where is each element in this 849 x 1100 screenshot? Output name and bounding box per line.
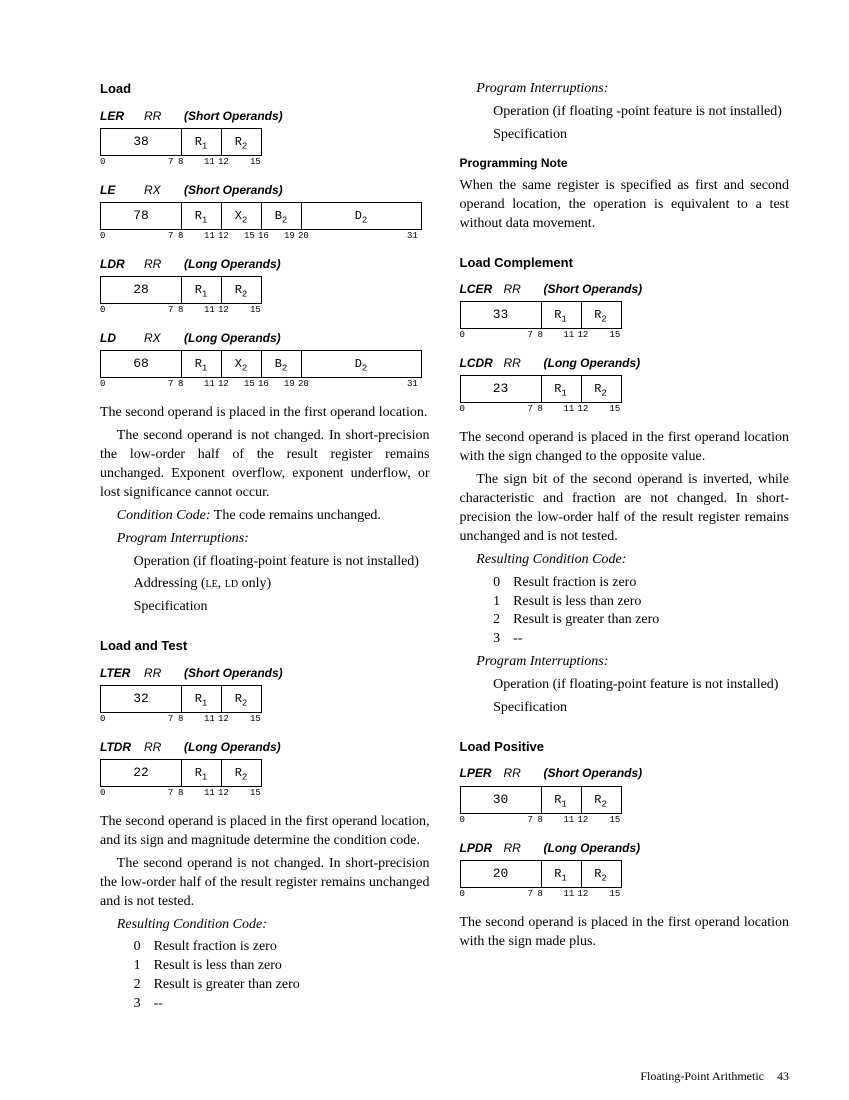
load-p2: The second operand is not changed. In sh… xyxy=(100,427,430,503)
lc-pi2: Specification xyxy=(493,699,789,718)
lc-p1: The second operand is placed in the firs… xyxy=(460,429,790,467)
ldr-mnem: LDR xyxy=(100,256,144,272)
le-row: LE RX (Short Operands) xyxy=(100,182,430,198)
load-pi2: Addressing (le, ld only) xyxy=(134,575,430,594)
le-opcode: 78 xyxy=(101,203,182,229)
ler-row: LER RR (Short Operands) xyxy=(100,108,430,124)
lter-row: LTER RR (Short Operands) xyxy=(100,665,430,681)
right-column: Program Interruptions: Operation (if flo… xyxy=(460,80,790,1018)
load-pi-label: Program Interruptions: xyxy=(100,530,430,549)
lper-row: LPER RR (Short Operands) xyxy=(460,765,790,781)
ler-fmt: RR xyxy=(144,108,184,124)
ler-diagram: 38 R1 R2 0 7 8 11 12 15 xyxy=(100,128,430,168)
ler-r2: R2 xyxy=(221,129,261,155)
ltdr-row: LTDR RR (Long Operands) xyxy=(100,739,430,755)
ldr-diagram: 28 R1 R2 07 811 1215 xyxy=(100,276,430,316)
load-heading: Load xyxy=(100,80,430,98)
lc-p2: The sign bit of the second operand is in… xyxy=(460,471,790,547)
prognote-heading: Programming Note xyxy=(460,155,790,171)
lc-heading: Load Complement xyxy=(460,254,790,272)
ld-fmt: RX xyxy=(144,330,184,346)
prognote-text: When the same register is specified as f… xyxy=(460,177,790,234)
ler-r1: R1 xyxy=(181,129,222,155)
ld-mnem: LD xyxy=(100,330,144,346)
lcdr-row: LCDR RR (Long Operands) xyxy=(460,355,790,371)
le-d2: D2 xyxy=(301,203,421,229)
lat-heading: Load and Test xyxy=(100,637,430,655)
pi-cont-2: Specification xyxy=(493,126,789,145)
le-x2: X2 xyxy=(221,203,262,229)
le-b2: B2 xyxy=(261,203,302,229)
lat-p2: The second operand is not changed. In sh… xyxy=(100,855,430,912)
le-diagram: 78 R1 X2 B2 D2 0 7 8 11 12 15 16 19 20 3… xyxy=(100,202,430,242)
lper-diagram: 30 R1 R2 07 811 1215 xyxy=(460,786,790,826)
lcer-row: LCER RR (Short Operands) xyxy=(460,281,790,297)
footer-label: Floating-Point Arithmetic xyxy=(640,1069,764,1083)
pi-cont-1: Operation (if floating -point feature is… xyxy=(493,103,789,122)
lc-pi-label: Program Interruptions: xyxy=(460,653,790,672)
load-p1: The second operand is placed in the firs… xyxy=(100,404,430,423)
le-bits: 0 7 8 11 12 15 16 19 20 31 xyxy=(100,230,423,242)
le-oper: (Short Operands) xyxy=(184,182,283,198)
lter-diagram: 32 R1 R2 07 811 1215 xyxy=(100,685,430,725)
lat-p1: The second operand is placed in the firs… xyxy=(100,813,430,851)
left-column: Load LER RR (Short Operands) 38 R1 R2 0 … xyxy=(100,80,430,1018)
lpdr-row: LPDR RR (Long Operands) xyxy=(460,840,790,856)
le-mnem: LE xyxy=(100,182,144,198)
ldr-row: LDR RR (Long Operands) xyxy=(100,256,430,272)
lp-p1: The second operand is placed in the firs… xyxy=(460,914,790,952)
le-r1: R1 xyxy=(181,203,222,229)
ldr-oper: (Long Operands) xyxy=(184,256,281,272)
ldr-fmt: RR xyxy=(144,256,184,272)
lpdr-diagram: 20 R1 R2 07 811 1215 xyxy=(460,860,790,900)
pi-cont-label: Program Interruptions: xyxy=(460,80,790,99)
le-fmt: RX xyxy=(144,182,184,198)
ld-row: LD RX (Long Operands) xyxy=(100,330,430,346)
lcer-diagram: 33 R1 R2 07 811 1215 xyxy=(460,301,790,341)
lc-cclist: 0Result fraction is zero 1Result is less… xyxy=(460,574,790,650)
lc-pi1: Operation (if floating-point feature is … xyxy=(493,676,789,695)
lcdr-diagram: 23 R1 R2 07 811 1215 xyxy=(460,375,790,415)
ler-mnem: LER xyxy=(100,108,144,124)
load-pi3: Specification xyxy=(134,598,430,617)
ler-oper: (Short Operands) xyxy=(184,108,283,124)
lp-heading: Load Positive xyxy=(460,738,790,756)
ld-oper: (Long Operands) xyxy=(184,330,281,346)
ltdr-diagram: 22 R1 R2 07 811 1215 xyxy=(100,759,430,799)
ld-opcode: 68 xyxy=(101,351,182,377)
lat-rcc: Resulting Condition Code: xyxy=(100,916,430,935)
page-footer: Floating-Point Arithmetic 43 xyxy=(0,1058,849,1084)
load-cc: Condition Code: The code remains unchang… xyxy=(100,507,430,526)
lc-rcc: Resulting Condition Code: xyxy=(460,551,790,570)
ld-diagram: 68 R1 X2 B2 D2 07 811 1215 1619 2031 xyxy=(100,350,430,390)
footer-page: 43 xyxy=(777,1069,789,1083)
ler-opcode: 38 xyxy=(101,129,182,155)
load-pi1: Operation (if floating-point feature is … xyxy=(134,553,430,572)
ldr-opcode: 28 xyxy=(101,277,182,303)
lat-cclist: 0Result fraction is zero 1Result is less… xyxy=(100,938,430,1014)
ler-bits: 0 7 8 11 12 15 xyxy=(100,156,263,168)
